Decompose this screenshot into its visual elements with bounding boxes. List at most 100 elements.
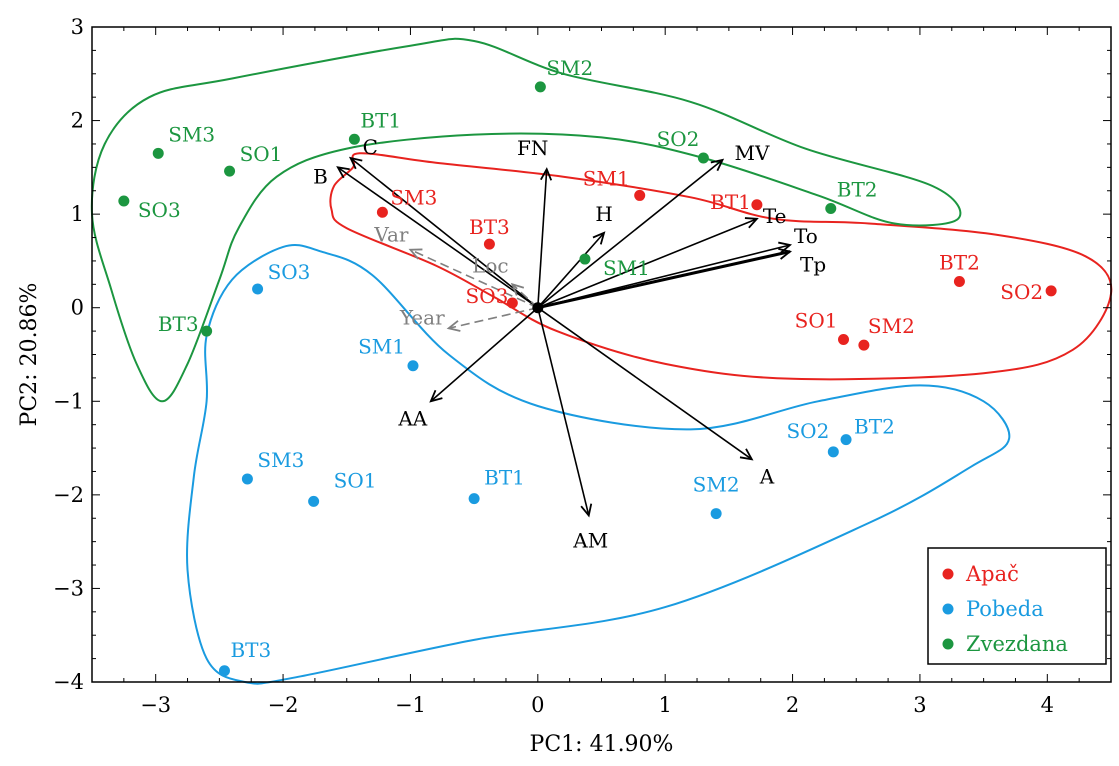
vector-c-label: C [363,135,378,159]
point-marker [201,325,213,337]
point-marker [534,81,546,93]
y-tick-label: −1 [53,389,84,413]
legend-label-zvezdana: Zvezdana [966,632,1068,656]
vector-am: AM [537,307,608,552]
legend-box [927,547,1107,665]
y-tick-label: −4 [53,670,84,694]
point-label: SO3 [466,284,509,308]
point-label: SM1 [583,166,630,190]
legend-marker [942,638,954,650]
vector-b-line [337,166,539,309]
point-marker [407,360,419,372]
point-zvezdana-so1: SO1 [224,142,282,177]
point-marker [224,165,236,177]
vector-year-arrowhead [446,320,461,332]
vector-var-arrowhead [408,248,423,260]
point-zvezdana-so2: SO2 [657,127,709,164]
point-label: BT2 [939,251,980,275]
point-label: BT1 [710,190,751,214]
point-zvezdana-sm2: SM2 [534,56,593,93]
point-marker [376,206,388,218]
hull-apa [329,152,1113,381]
point-marker [840,434,852,446]
vector-h-label: H [595,202,612,226]
vector-loc: Loc [472,253,539,309]
vector-h: H [537,202,613,309]
vector-c: C [348,135,539,309]
vector-to: To [537,224,818,309]
point-marker [218,665,230,677]
y-tick-label: −2 [53,483,84,507]
point-label: BT3 [230,638,271,662]
point-pobeda-so1: SO1 [308,468,376,507]
group-hulls [90,37,1113,685]
vector-aa-line [430,307,539,402]
point-marker [308,495,320,507]
x-tick-label: 2 [786,693,799,717]
vector-to-label: To [794,224,818,248]
point-pobeda-so2: SO2 [786,419,839,458]
vector-mv: MV [537,141,770,309]
x-tick-label: 1 [659,693,672,717]
point-label: SM1 [358,335,405,359]
point-label: BT1 [484,466,525,490]
point-marker [953,276,965,288]
point-label: SO2 [786,419,829,443]
vector-aa-arrowhead [429,389,443,403]
hull-zvezdana [90,37,962,403]
point-marker [827,446,839,458]
vector-am-line [537,307,590,516]
vector-mv-line [537,159,724,309]
y-axis-title: PC2: 20.86% [17,283,42,427]
vector-a-line [537,307,753,460]
vector-tp-label: Tp [800,253,826,277]
point-apa-bt3: BT3 [469,215,510,250]
legend-marker [942,568,954,580]
point-label: SM2 [546,56,593,80]
point-label: SM1 [603,256,650,280]
x-tick-label: 3 [913,693,926,717]
point-apa-so2: SO2 [1000,280,1057,304]
x-tick-label: 0 [531,693,544,717]
point-label: SM3 [257,448,304,472]
point-marker [483,238,495,250]
point-marker [838,334,850,346]
vector-loc-line [511,283,539,309]
vector-te-line [537,218,758,309]
point-pobeda-so3: SO3 [252,260,310,295]
vector-var: Var [373,223,539,309]
point-marker [468,493,480,505]
point-apa-sm3: SM3 [376,185,437,218]
score-points: SM3 BT3 SO3 SM1 BT1 SO1 SM2 BT2 SO2 SO3 SM1 SM3 SO1 B… [118,56,1057,677]
vector-te: Te [537,204,787,309]
y-tick-label: 0 [71,296,84,320]
vector-fn-line [537,169,548,308]
point-pobeda-sm2: SM2 [693,473,740,520]
point-pobeda-bt1: BT1 [468,466,525,505]
vector-aa-label: AA [397,406,427,430]
vector-a-label: A [759,464,775,488]
point-apa-bt2: BT2 [939,251,980,288]
point-label: SO3 [268,260,311,284]
point-pobeda-sm3: SM3 [241,448,304,485]
vector-var-line [410,248,539,309]
y-tick-label: 1 [71,202,84,226]
point-marker [634,189,646,201]
point-marker [252,283,264,295]
vector-mv-arrowhead [710,158,725,172]
point-label: BT1 [360,108,401,132]
vector-a-arrowhead [739,448,754,461]
point-apa-bt1: BT1 [710,190,763,214]
vector-mv-label: MV [735,141,770,165]
vector-b: B [313,164,539,309]
point-zvezdana-sm1: SM1 [579,253,650,280]
y-tick-label: 3 [71,15,84,39]
point-pobeda-bt2: BT2 [840,415,895,446]
point-marker [825,203,837,215]
y-tick-label: −3 [53,576,84,600]
point-label: SM3 [168,122,215,146]
point-zvezdana-bt3: BT3 [158,312,213,337]
vector-b-label: B [313,164,328,188]
legend-label-pobeda: Pobeda [966,597,1044,621]
